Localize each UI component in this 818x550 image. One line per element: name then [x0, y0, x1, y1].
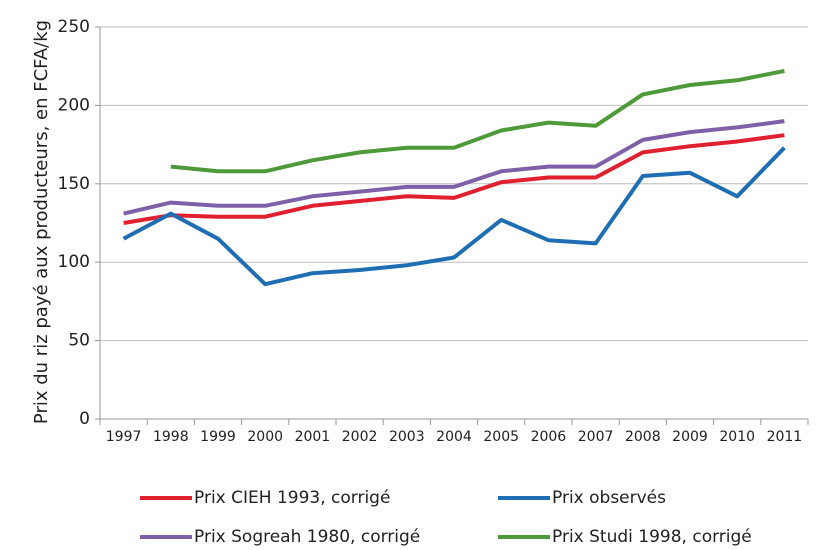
x-tick-label: 2006	[531, 429, 567, 445]
x-tick-label: 2004	[436, 429, 472, 445]
legend-label: Prix observés	[552, 488, 666, 508]
x-tick-label: 2005	[483, 429, 519, 445]
x-tick-label: 2000	[247, 429, 283, 445]
x-tick-label: 2007	[578, 429, 614, 445]
y-tick-label: 0	[79, 409, 90, 429]
series-line	[123, 133, 785, 225]
x-tick-label: 2009	[672, 429, 708, 445]
x-tick-label: 1997	[106, 429, 142, 445]
x-tick-label: 2010	[719, 429, 755, 445]
y-tick-label: 200	[58, 95, 90, 115]
x-tick-label: 2001	[295, 429, 331, 445]
x-tick-label: 1998	[153, 429, 189, 445]
series-line	[123, 119, 785, 216]
legend-label: Prix Sogreah 1980, corrigé	[194, 527, 420, 547]
x-tick-label: 2011	[767, 429, 803, 445]
y-axis-label: Prix du riz payé aux producteurs, en FCF…	[31, 20, 52, 424]
y-tick-label: 250	[58, 17, 90, 37]
series-line	[170, 68, 785, 174]
x-tick-label: 2002	[342, 429, 378, 445]
y-tick-label: 100	[58, 252, 90, 272]
y-tick-label: 150	[58, 174, 90, 194]
x-tick-label: 1999	[200, 429, 236, 445]
series-line	[122, 146, 786, 287]
legend-label: Prix Studi 1998, corrigé	[552, 527, 752, 547]
legend-label: Prix CIEH 1993, corrigé	[194, 488, 390, 508]
x-tick-label: 2003	[389, 429, 425, 445]
y-tick-label: 50	[68, 331, 90, 351]
x-tick-label: 2008	[625, 429, 661, 445]
